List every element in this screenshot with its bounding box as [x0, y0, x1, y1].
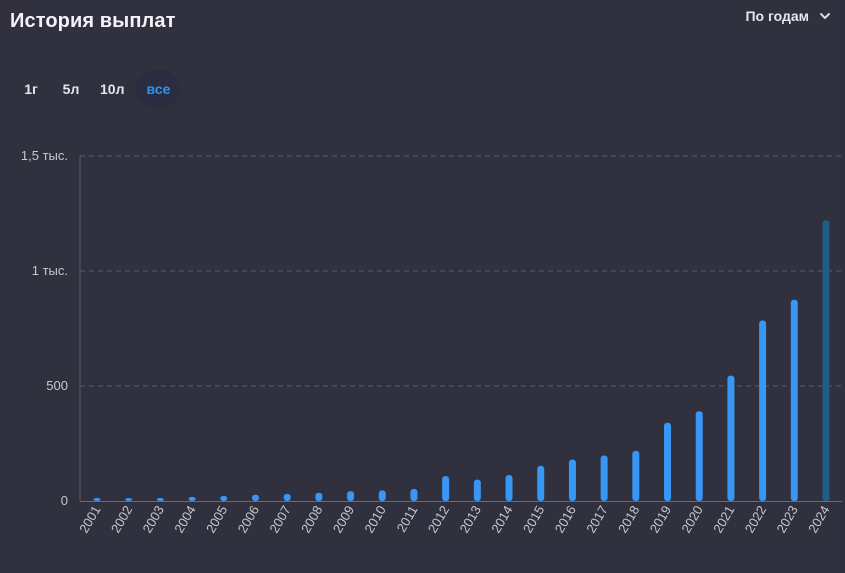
bar-2012[interactable] [442, 476, 450, 501]
bar-2016[interactable] [568, 459, 576, 501]
x-tick-label: 2009 [330, 503, 357, 536]
x-tick-label: 2012 [425, 503, 452, 536]
x-tick-label: 2010 [361, 503, 388, 536]
bar-2017[interactable] [600, 455, 608, 501]
bar-2002[interactable] [125, 498, 133, 501]
bar-2010[interactable] [378, 490, 386, 501]
bar-2006[interactable] [251, 494, 259, 501]
period-dropdown[interactable]: По годам [745, 6, 831, 26]
x-tick-label: 2022 [742, 503, 769, 536]
x-tick-label: 2001 [76, 503, 103, 536]
bar-2005[interactable] [220, 495, 228, 501]
x-tick-label: 2018 [615, 503, 642, 536]
x-tick-label: 2015 [520, 503, 547, 536]
range-tab-10y[interactable]: 10л [100, 81, 125, 97]
x-tick-label: 2002 [108, 503, 135, 536]
x-tick-label: 2014 [488, 503, 515, 536]
x-tick-label: 2004 [171, 503, 198, 536]
x-tick-label: 2008 [298, 503, 325, 536]
bar-2024[interactable] [822, 220, 830, 501]
x-tick-label: 2007 [266, 503, 293, 536]
bar-2013[interactable] [473, 479, 481, 501]
bar-2001[interactable] [93, 498, 101, 501]
bar-2015[interactable] [537, 465, 545, 501]
bar-2009[interactable] [347, 491, 355, 501]
x-tick-label: 2003 [140, 503, 167, 536]
x-tick-label: 2024 [805, 503, 832, 536]
period-dropdown-label: По годам [745, 8, 809, 24]
range-tabs: 1г 5л 10л все [14, 70, 186, 108]
bar-2018[interactable] [632, 450, 640, 501]
bar-2014[interactable] [505, 475, 513, 501]
bar-2011[interactable] [410, 489, 418, 501]
bar-2019[interactable] [664, 422, 672, 501]
x-tick-label: 2017 [583, 503, 610, 536]
y-tick-label: 1 тыс. [32, 263, 68, 278]
page-title: История выплат [10, 10, 176, 32]
bar-2023[interactable] [790, 299, 798, 501]
x-tick-label: 2005 [203, 503, 230, 536]
x-tick-label: 2021 [710, 503, 737, 536]
bar-2004[interactable] [188, 496, 196, 501]
range-tab-5y[interactable]: 5л [62, 81, 80, 97]
range-tab-1y[interactable]: 1г [24, 81, 38, 97]
x-tick-label: 2006 [235, 503, 262, 536]
bar-2008[interactable] [315, 492, 323, 501]
bar-2021[interactable] [727, 375, 735, 501]
x-tick-label: 2013 [456, 503, 483, 536]
x-tick-label: 2023 [773, 503, 800, 536]
x-tick-label: 2020 [678, 503, 705, 536]
y-tick-label: 500 [46, 378, 68, 393]
x-tick-label: 2011 [394, 503, 421, 535]
x-tick-label: 2016 [552, 503, 579, 536]
chevron-down-icon [819, 10, 831, 22]
bar-2007[interactable] [283, 493, 291, 501]
y-tick-label: 0 [61, 493, 68, 508]
bar-2020[interactable] [695, 411, 703, 501]
range-tab-all[interactable]: все [136, 70, 181, 108]
bar-2022[interactable] [759, 320, 767, 501]
y-tick-label: 1,5 тыс. [21, 148, 68, 163]
x-tick-label: 2019 [647, 503, 674, 536]
bar-2003[interactable] [156, 498, 164, 501]
